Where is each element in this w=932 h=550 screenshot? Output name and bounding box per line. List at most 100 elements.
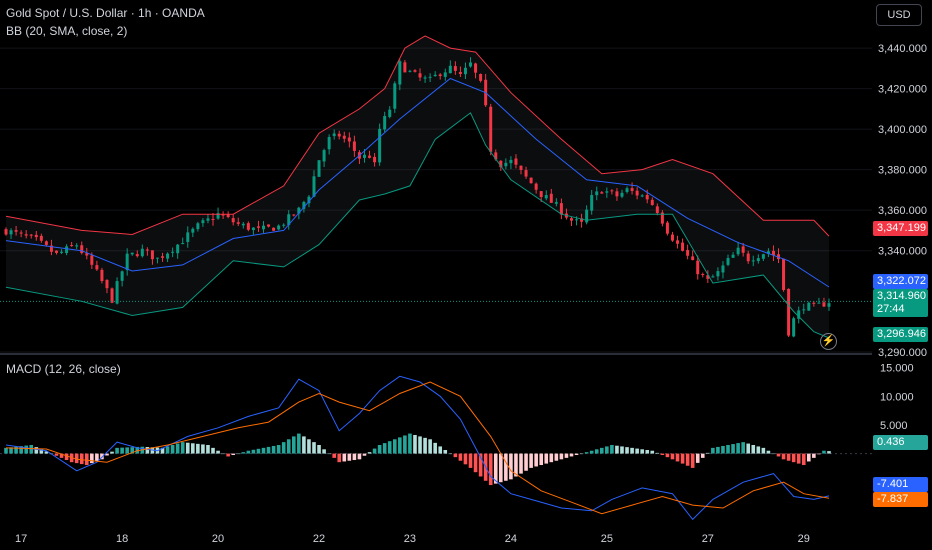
candle-body (413, 70, 417, 72)
candle-body (489, 106, 493, 152)
histogram-bar (610, 445, 614, 454)
histogram-bar (322, 449, 326, 454)
time-tick-label: 27 (702, 533, 714, 545)
candle-body (595, 191, 599, 196)
histogram-bar (382, 443, 387, 454)
histogram-bar (206, 445, 210, 454)
candle-body (469, 62, 473, 67)
candle-body (145, 249, 149, 251)
candle-body (438, 74, 442, 77)
candle-body (408, 70, 412, 72)
candle-body (302, 201, 306, 209)
candle-body (635, 190, 639, 196)
candle-body (332, 133, 336, 137)
candle-body (262, 225, 266, 230)
histogram-bar (387, 441, 392, 454)
histogram-bar (645, 450, 650, 454)
histogram-bar (418, 436, 422, 454)
candle-body (746, 253, 750, 262)
histogram-bar (9, 447, 13, 454)
histogram-bar (100, 453, 104, 460)
candle-body (761, 254, 765, 259)
bb-upper-price-tag: 3,347.199 (873, 221, 928, 236)
candle-body (509, 159, 513, 164)
histogram-bar (615, 445, 619, 454)
candle-body (85, 253, 89, 256)
histogram-bar (640, 449, 644, 454)
candle-body (569, 218, 573, 221)
price-tick-label: 3,290.000 (878, 347, 927, 359)
macd-indicator-label[interactable]: MACD (12, 26, close) (6, 362, 121, 376)
histogram-bar (408, 433, 412, 454)
candle-body (504, 162, 508, 167)
candle-body (352, 141, 356, 151)
histogram-bar (605, 446, 609, 454)
candle-body (60, 251, 64, 253)
histogram-bar (261, 447, 266, 454)
price-tick-label: 3,420.000 (878, 84, 927, 96)
macd-tick-label: 10.000 (880, 391, 914, 403)
histogram-bar (468, 453, 473, 468)
candle-body (267, 224, 271, 227)
histogram-bar (786, 453, 791, 461)
candle-body (221, 214, 225, 216)
candle-body (433, 74, 437, 77)
candle-body (206, 218, 210, 221)
candle-body (100, 269, 104, 282)
histogram-bar (251, 449, 256, 454)
candle-body (559, 203, 563, 215)
bollinger-basis-line (5, 77, 830, 288)
candles (4, 57, 831, 338)
candle-body (590, 195, 594, 211)
histogram-bar (302, 436, 306, 454)
histogram-bar (458, 453, 463, 461)
candle-body (246, 223, 250, 230)
histogram-bar (74, 453, 79, 464)
histogram-bar (196, 443, 200, 454)
candle-body (575, 219, 579, 221)
candle-body (211, 218, 215, 220)
histogram-bar (403, 435, 407, 454)
histogram-bar (34, 447, 39, 454)
histogram-bar (332, 453, 336, 458)
candle-body (54, 250, 58, 253)
candle-body (161, 256, 165, 258)
candle-body (807, 302, 811, 311)
histogram-bar (488, 453, 493, 486)
time-tick-label: 29 (798, 533, 810, 545)
macd-tick-label: 15.000 (880, 363, 914, 375)
candle-body (686, 250, 690, 256)
candle-body (771, 250, 775, 256)
histogram-bar (433, 442, 437, 454)
candle-body (812, 302, 816, 304)
candle-body (605, 191, 609, 193)
candle-body (499, 160, 503, 168)
candle-body (741, 246, 745, 253)
histogram-bar (337, 453, 342, 463)
histogram-bar (44, 451, 49, 454)
candle-body (49, 245, 53, 252)
histogram-bar (216, 450, 220, 454)
bb-indicator-label[interactable]: BB (20, SMA, close, 2) (6, 24, 128, 38)
currency-button[interactable]: USD (876, 4, 922, 26)
histogram-bar (64, 453, 69, 461)
candle-body (191, 228, 195, 233)
candle-body (756, 258, 760, 262)
histogram-bar (781, 453, 786, 460)
lightning-icon[interactable]: ⚡ (820, 333, 837, 350)
bb-lower-price-tag: 3,296.946 (873, 327, 928, 342)
histogram-bar (125, 447, 129, 454)
candle-body (75, 245, 79, 247)
candle-body (766, 251, 770, 254)
signal-value-tag: -7.837 (873, 492, 928, 507)
histogram-bar (801, 453, 806, 466)
histogram-bar (695, 453, 700, 463)
histogram-bar (544, 453, 549, 464)
macd-tick-label: 5.000 (880, 420, 908, 432)
histogram-bar (241, 452, 246, 454)
histogram-bar (231, 453, 236, 456)
candle-body (615, 191, 619, 197)
histogram-bar (670, 453, 675, 460)
